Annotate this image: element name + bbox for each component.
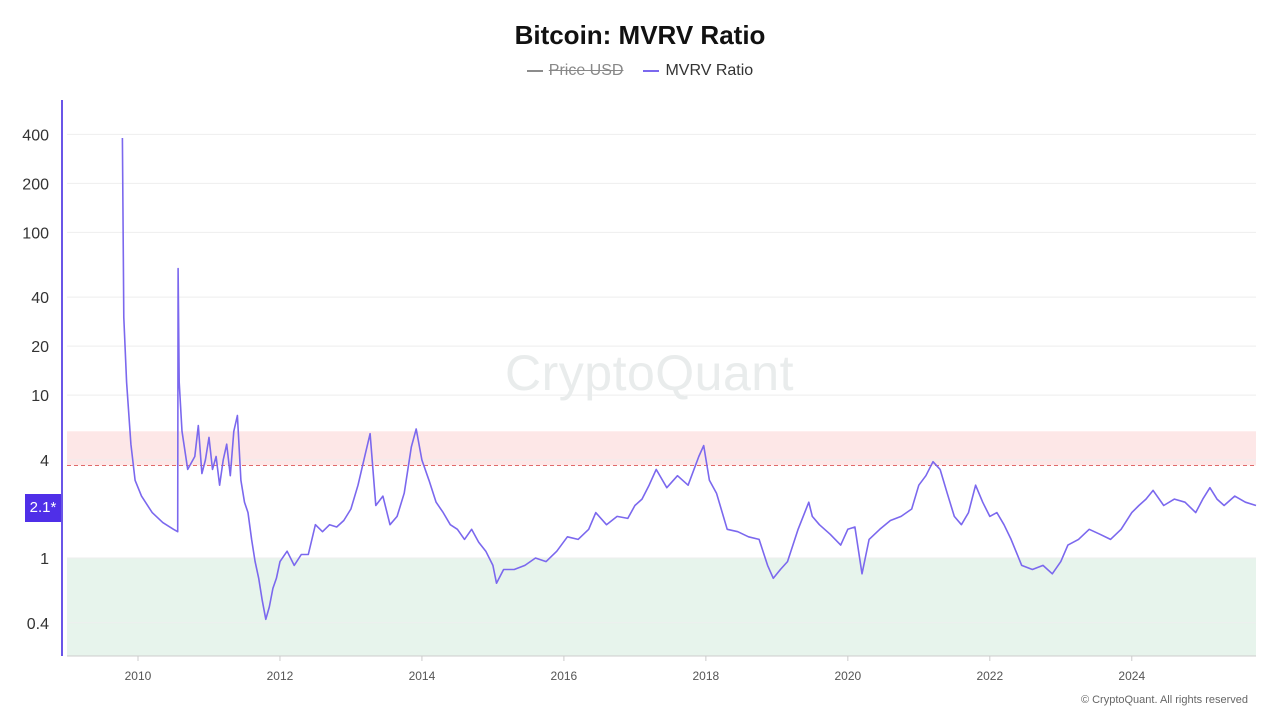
y-tick-label: 400	[22, 127, 49, 144]
chart-legend: Price USD MVRV Ratio	[0, 62, 1280, 80]
current-value-badge: 2.1*	[25, 494, 61, 522]
legend-swatch-price-usd	[526, 70, 543, 72]
x-tick-label: 2010	[125, 669, 152, 683]
x-tick-label: 2016	[551, 669, 578, 683]
legend-label-price-usd: Price USD	[548, 62, 624, 79]
series-line-mvrv-ratio	[121, 137, 1257, 621]
copyright-footer: © CryptoQuant. All rights reserved	[1080, 694, 1248, 706]
legend-swatch-mvrv-ratio	[643, 70, 660, 72]
legend-item-price-usd[interactable]: Price USD	[526, 62, 624, 80]
y-tick-label: 40	[31, 290, 49, 307]
legend-label-mvrv-ratio: MVRV Ratio	[665, 62, 754, 79]
y-tick-label: 100	[22, 225, 49, 242]
x-tick-label: 2012	[267, 669, 294, 683]
y-tick-label: 20	[31, 339, 49, 356]
y-tick-label: 200	[22, 176, 49, 193]
x-tick-label: 2014	[409, 669, 436, 683]
band-undervalued	[67, 557, 1256, 656]
x-tick-label: 2022	[976, 669, 1003, 683]
y-tick-label: 1	[40, 551, 49, 568]
y-tick-label: 10	[31, 388, 49, 405]
chart-title: Bitcoin: MVRV Ratio	[514, 20, 766, 50]
y-tick-label: 0.4	[27, 616, 49, 633]
x-tick-label: 2024	[1118, 669, 1145, 683]
x-tick-label: 2020	[834, 669, 861, 683]
x-tick-label: 2018	[693, 669, 720, 683]
y-tick-label: 4	[40, 453, 49, 470]
legend-item-mvrv-ratio[interactable]: MVRV Ratio	[643, 62, 753, 80]
